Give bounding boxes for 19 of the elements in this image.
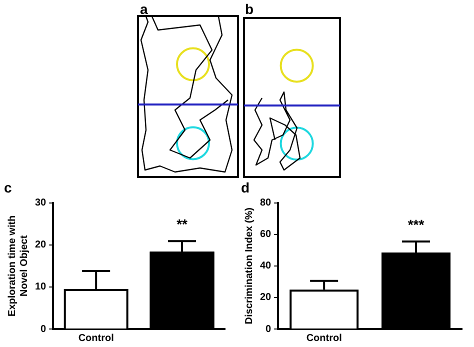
y-tick-label: 30	[35, 198, 47, 209]
y-tick-label: 0	[40, 324, 47, 335]
y-tick-label: 10	[35, 282, 47, 293]
chart-title: c	[4, 179, 12, 196]
y-tick-label: 20	[35, 240, 47, 251]
y-axis-title: Discrimination Index (%)	[244, 208, 255, 324]
text: b	[245, 1, 254, 17]
text: a	[140, 1, 148, 17]
y-tick-label: 20	[260, 292, 272, 304]
annotation: ***	[408, 216, 425, 232]
y-tick-label: 60	[260, 229, 272, 240]
y-axis-title: Exploration time with Novel Object	[6, 215, 30, 316]
y-tick-label: 80	[260, 198, 272, 209]
x-tick-label: Control	[78, 332, 114, 344]
y-tick-label: 40	[260, 260, 272, 272]
chart-title: d	[241, 179, 250, 196]
annotation: **	[176, 216, 188, 232]
y-tick-label: 0	[266, 324, 272, 335]
x-tick-label: Control	[306, 332, 342, 344]
